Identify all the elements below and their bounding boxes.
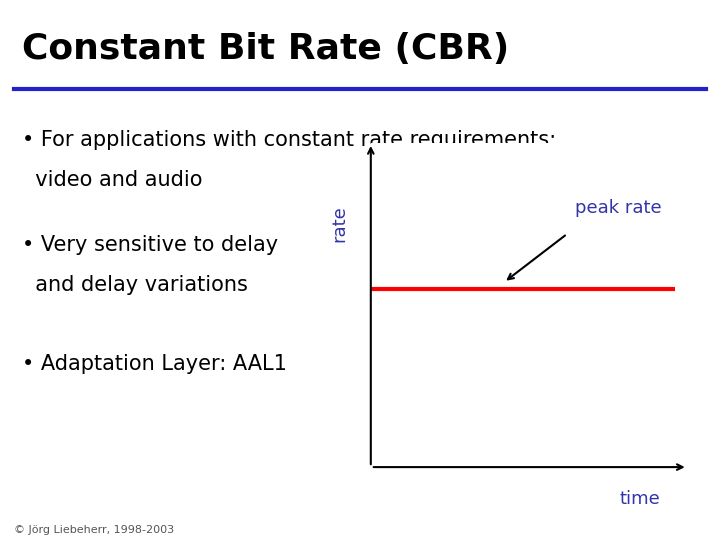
Text: video and audio: video and audio [22,170,202,190]
Text: peak rate: peak rate [575,199,661,217]
Text: rate: rate [330,206,348,242]
Text: time: time [620,490,660,509]
Text: • Adaptation Layer: AAL1: • Adaptation Layer: AAL1 [22,354,287,374]
Text: • For applications with constant rate requirements:: • For applications with constant rate re… [22,130,556,150]
Text: Constant Bit Rate (CBR): Constant Bit Rate (CBR) [22,32,509,66]
Text: • Very sensitive to delay: • Very sensitive to delay [22,235,278,255]
Text: © Jörg Liebeherr, 1998-2003: © Jörg Liebeherr, 1998-2003 [14,524,174,535]
Text: and delay variations: and delay variations [22,275,248,295]
